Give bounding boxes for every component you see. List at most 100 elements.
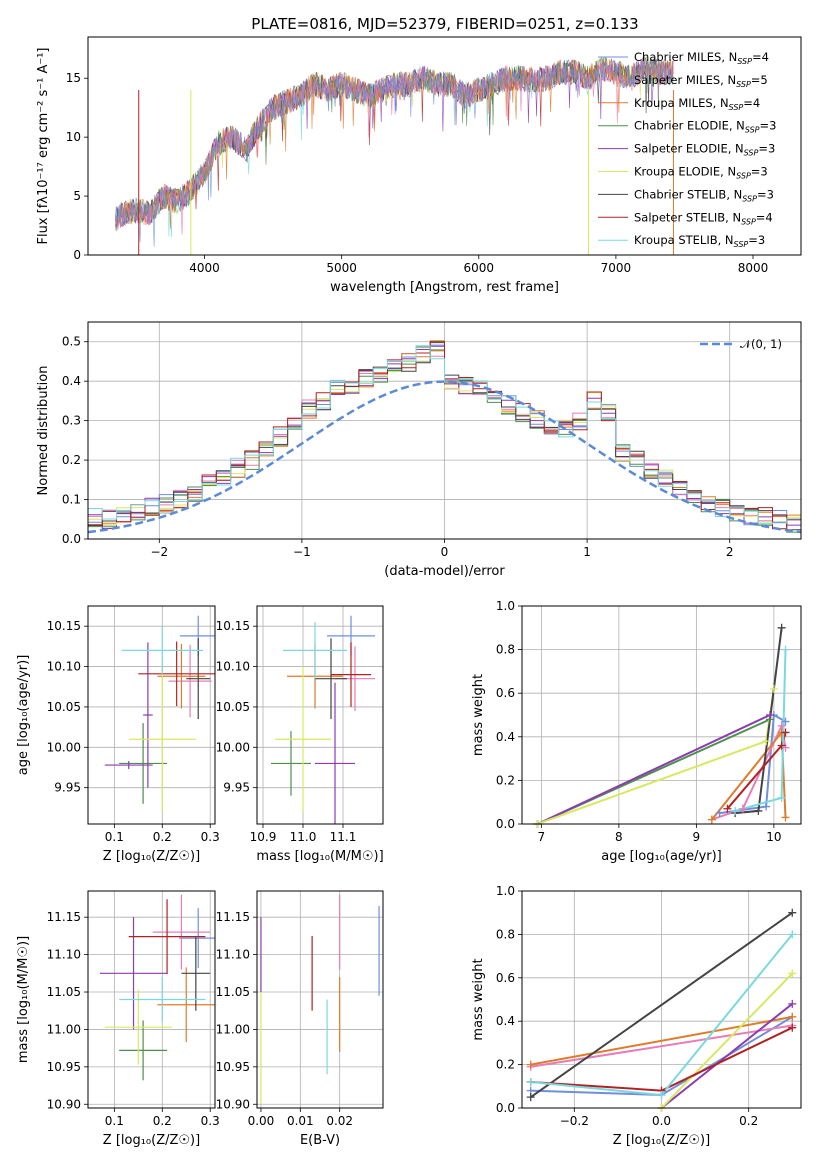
y-tick-label: 0.2 [496,1058,515,1072]
plot-area [99,894,215,1081]
weight-marker [769,684,778,693]
panel-residual-histogram: −2 −1 0 1 2 0.0 0.1 0.2 0.3 0.4 0.5 (data-model)/er… [36,321,802,579]
histogram-step [88,344,801,526]
x-tick-label: 0.1 [105,830,124,844]
weight-marker [777,793,786,802]
x-axis-label: Z [log₁₀(Z/Z☉)] [613,1133,710,1148]
weight-marker [788,999,797,1008]
y-tick-label: 9.95 [54,781,81,795]
weight-marker [526,1077,535,1086]
weight-marker [707,815,716,824]
x-axis-label: (data-model)/error [384,564,505,579]
weight-marker [738,804,747,813]
weight-marker [657,1090,666,1099]
x-axis-label: age [log₁₀(age/yr)] [601,849,722,864]
y-tick-label: 0.8 [496,927,515,941]
y-tick-label: 11.05 [47,985,81,999]
x-tick-label: 0.02 [326,1114,353,1128]
y-tick-label: 5 [73,189,81,203]
y-tick-label: 0.0 [62,532,81,546]
plot-area [271,615,375,824]
plot-area [88,340,801,534]
y-tick-label: 0.8 [496,643,515,657]
panel-spectrum: 4000 5000 6000 7000 8000 0 5 10 15 wavelength [An… [36,36,802,295]
weight-line [660,972,794,1108]
legend-subscript: SSP [745,126,760,135]
x-tick-label: 0.3 [201,830,220,844]
weight-marker [781,728,790,737]
y-tick-label: 10.15 [216,619,250,633]
x-tick-label: −2 [150,545,168,559]
y-tick-label: 10.05 [47,700,81,714]
x-axis-label: E(B-V) [300,1133,340,1148]
axes-frame [256,605,384,825]
legend-subscript: SSP [741,217,756,226]
y-tick-label: 0.3 [62,414,81,428]
histogram-step [88,346,801,529]
axes-frame [87,605,216,825]
weight-marker [788,969,797,978]
legend-subscript: SSP [737,57,752,66]
weight-marker [781,813,790,822]
y-tick-label: 11.10 [47,948,81,962]
x-tick-label: 0.2 [153,830,172,844]
y-axis-label: mass weight [471,674,486,756]
y-tick-label: 10.90 [216,1097,250,1111]
axes-frame [256,890,384,1109]
legend-subscript: SSP [734,240,749,249]
y-tick-label: 0.2 [496,773,515,787]
legend-label: Kroupa MILES, NSSP=4 [634,96,760,112]
x-tick-label: 6000 [464,261,495,275]
weight-marker [723,804,732,813]
y-tick-label: 15 [66,71,81,85]
x-tick-label: 5000 [326,261,357,275]
legend-count: =4 [743,96,760,110]
x-axis-label: wavelength [Angstrom, rest frame] [330,280,559,295]
y-tick-label: 11.05 [216,985,250,999]
x-tick-label: 7 [538,830,546,844]
y-tick-label: 10.95 [47,1060,81,1074]
y-tick-label: 10 [66,130,81,144]
legend-label: 𝒩(0, 1) [740,337,782,351]
y-tick-label: 10.05 [216,700,250,714]
histogram-step [88,346,801,533]
weight-marker [777,741,786,750]
y-tick-label: 10.90 [47,1097,81,1111]
x-tick-label: 7000 [601,261,632,275]
weight-marker [526,1093,535,1102]
legend-subscript: SSP [742,194,757,203]
y-tick-label: 10.10 [216,660,250,674]
y-tick-label: 10.15 [47,619,81,633]
legend-count: =3 [760,119,777,133]
legend-label: Chabrier STELIB, NSSP=3 [634,187,774,203]
panel-age-vs-mass: 10.9 11.0 11.1 9.95 10.00 10.05 10.10 10.15 mass… [216,605,384,864]
y-tick-label: 1.0 [496,599,515,613]
histogram-step [88,340,801,530]
y-tick-label: 0.0 [496,817,515,831]
legend-count: =3 [751,165,768,179]
axes-frame [521,890,802,1109]
y-tick-label: 11.10 [216,948,250,962]
y-tick-label: 0.4 [496,1014,515,1028]
weight-marker [788,1023,797,1032]
axes-frame [87,890,216,1109]
legend-label: Kroupa STELIB, NSSP=3 [634,233,765,249]
spectrum-line [115,56,674,229]
y-tick-label: 10.00 [47,740,81,754]
legend-count: =4 [756,210,773,224]
normal-curve [88,380,801,534]
panel-mass-vs-EBV: 0.00 0.01 0.02 10.90 10.95 11.00 11.05 11.10 11.… [216,890,384,1148]
x-tick-label: −1 [293,545,311,559]
legend-label: Salpeter ELODIE, NSSP=3 [634,142,775,158]
histogram-step [88,342,801,531]
weight-marker [788,908,797,917]
weight-marker [781,645,790,654]
x-tick-label: 0.00 [248,1114,275,1128]
legend-count: =3 [757,187,774,201]
legend-subscript: SSP [736,172,751,181]
legend-label: Chabrier ELODIE, NSSP=3 [634,119,776,135]
legend-subscript: SSP [736,80,751,89]
plot-area [104,615,215,812]
